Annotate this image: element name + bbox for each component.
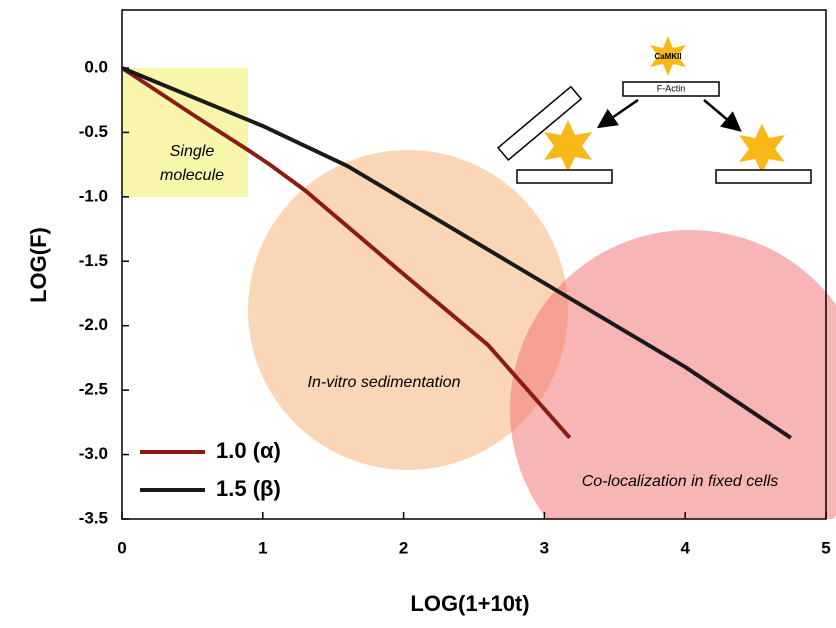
y-axis-title: LOG(F) <box>26 227 51 303</box>
legend-label: 1.0 (α) <box>216 438 281 463</box>
annotation: Co-localization in fixed cells <box>582 473 779 490</box>
y-tick-label: -3.5 <box>79 508 108 527</box>
chart: Single molecule In-vitro sedimentation C… <box>0 0 836 623</box>
star <box>544 120 592 172</box>
x-axis-title: LOG(1+10t) <box>410 591 529 616</box>
annotation: Single <box>170 143 215 160</box>
y-tick-label: -1.0 <box>79 186 108 205</box>
inset-label: F-Actin <box>657 83 686 93</box>
y-tick-label: 0.0 <box>84 57 108 76</box>
y-tick-label: -0.5 <box>79 122 108 141</box>
y-tick-label: -2.5 <box>79 380 108 399</box>
y-tick-label: -2.0 <box>79 315 108 334</box>
arrow <box>603 100 638 124</box>
star <box>739 124 785 174</box>
inset-diagram: CaMKII F-Actin <box>498 36 811 183</box>
actin-box <box>517 170 612 183</box>
arrow <box>704 100 736 127</box>
x-tick-label: 0 <box>117 538 126 557</box>
actin-box <box>716 170 811 183</box>
regions <box>122 68 836 590</box>
x-tick-label: 1 <box>258 538 267 557</box>
x-tick-label: 4 <box>680 538 690 557</box>
y-tick-label: -1.5 <box>79 251 108 270</box>
x-tick-label: 5 <box>821 538 830 557</box>
legend-label: 1.5 (β) <box>216 476 281 501</box>
x-tick-label: 2 <box>399 538 408 557</box>
inset-label: CaMKII <box>654 52 681 61</box>
x-tick-label: 3 <box>540 538 549 557</box>
y-tick-label: -3.0 <box>79 444 108 463</box>
annotation: molecule <box>160 167 224 184</box>
annotation: In-vitro sedimentation <box>308 374 461 391</box>
